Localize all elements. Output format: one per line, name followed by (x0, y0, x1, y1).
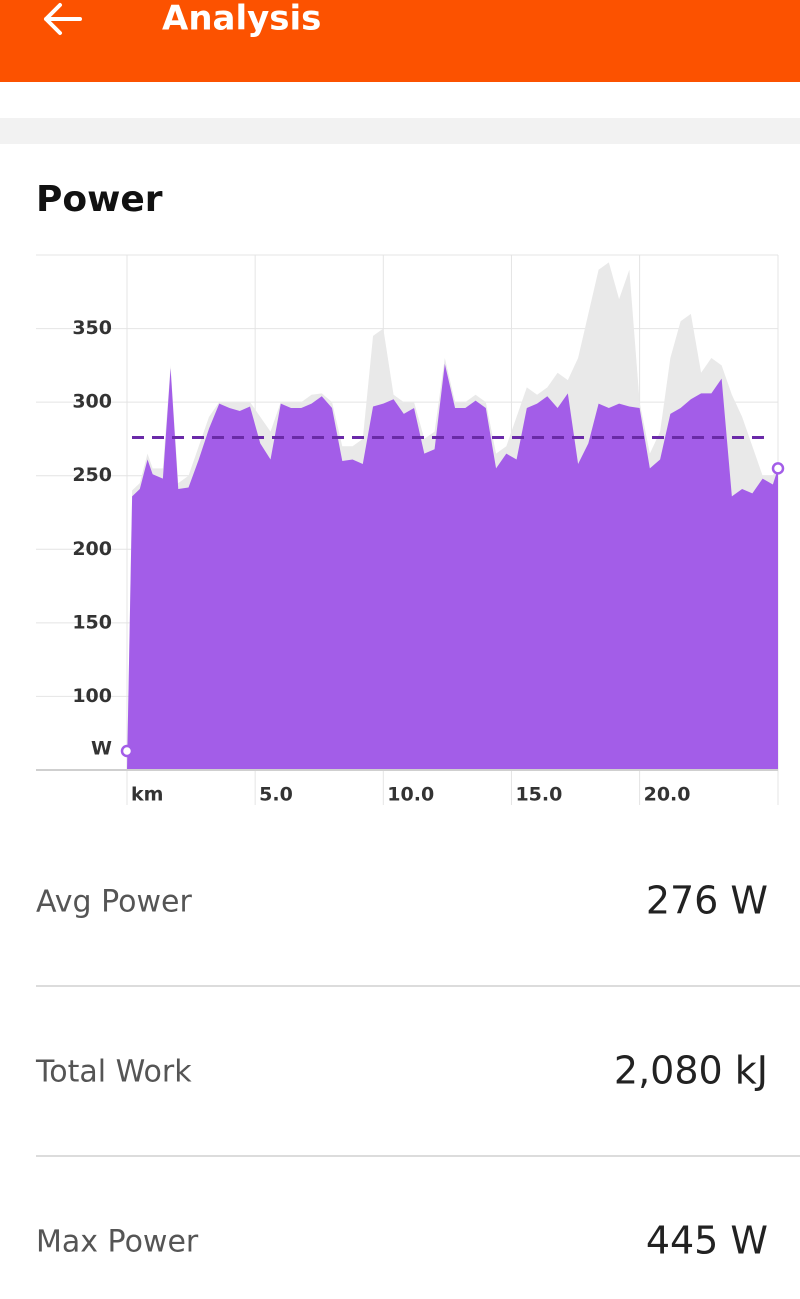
stat-value: 445 W (646, 1219, 768, 1263)
stat-label: Max Power (36, 1225, 199, 1260)
stat-label: Avg Power (36, 885, 192, 920)
section-title: Power (36, 179, 163, 220)
x-tick-label: 20.0 (644, 784, 691, 806)
end-marker (771, 462, 785, 475)
y-tick-label: 150 (72, 611, 112, 633)
y-tick-label: 300 (72, 391, 112, 413)
y-tick-label: 200 (72, 538, 112, 560)
start-marker (120, 744, 134, 758)
back-button[interactable] (44, 3, 82, 35)
y-axis-unit: W (91, 738, 112, 760)
power-chart: 100 150 200 250 300 350 Wkm 5.0 10.0 15.0 20.0 (36, 254, 785, 806)
x-axis-unit: km (131, 784, 163, 806)
x-tick-label: 15.0 (515, 784, 562, 806)
x-tick-label: 5.0 (259, 784, 293, 806)
app-bar (0, 0, 800, 82)
y-tick-label: 350 (72, 317, 112, 339)
y-tick-label: 250 (72, 464, 112, 486)
stat-value: 2,080 kJ (614, 1049, 768, 1093)
stats-list: Avg Power 276 W Total Work 2,080 kJ Max Powe… (35, 879, 800, 1263)
stat-label: Total Work (35, 1055, 192, 1090)
y-tick-label: 100 (72, 685, 112, 707)
stat-value: 276 W (646, 879, 768, 923)
x-tick-label: 10.0 (387, 784, 434, 806)
power-area (127, 363, 778, 770)
screen-title: Analysis (162, 0, 321, 39)
section-divider (0, 118, 800, 144)
